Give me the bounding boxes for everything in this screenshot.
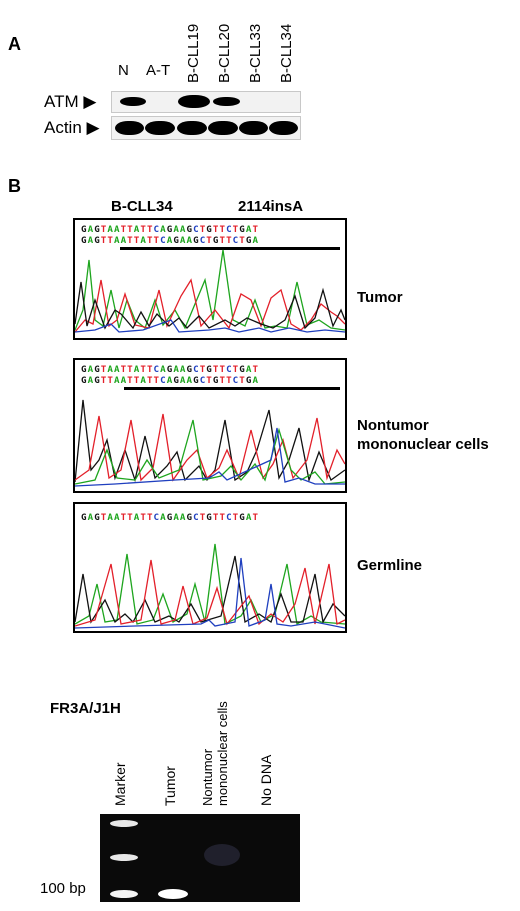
lane-label-n: N bbox=[118, 62, 129, 79]
agarose-gel bbox=[100, 814, 300, 902]
trace-label-nontumor-line-2: mononuclear cells bbox=[357, 436, 489, 453]
trace-label-germline: Germline bbox=[357, 557, 423, 574]
actin-band-b-cll20 bbox=[208, 121, 238, 135]
actin-band-b-cll33 bbox=[239, 121, 268, 135]
lane-label-b-cll19: B-CLL19 bbox=[185, 23, 202, 83]
lane-label-b-cll20: B-CLL20 bbox=[216, 23, 233, 83]
atm-row-label: ATM ▶ bbox=[44, 92, 97, 111]
sequence-line-1: GAGTAATTATTCAGAAGCTGTTCTGAT bbox=[81, 364, 260, 375]
case-label: B-CLL34 bbox=[111, 198, 173, 215]
lane-label-b-cll34: B-CLL34 bbox=[278, 23, 295, 83]
lane-label-a-t: A-T bbox=[146, 62, 171, 79]
gel-lane-label-no-dna: No DNA bbox=[258, 754, 274, 806]
trace-peaks bbox=[75, 543, 345, 629]
insertion-underline bbox=[124, 387, 340, 390]
insertion-underline bbox=[120, 247, 340, 250]
sequence-line-1: GAGTAATTATTCAGAAGCTGTTCTGAT bbox=[81, 224, 260, 235]
actin-band-a-t bbox=[145, 121, 175, 135]
sequence-line-2: GAGTTAATTATTCAGAAGCTGTTCTGA bbox=[81, 375, 260, 386]
mutation-label: 2114insA bbox=[238, 198, 304, 215]
marker-band-1 bbox=[110, 820, 138, 827]
panel-a-letter: A bbox=[8, 34, 21, 54]
chromatogram-nontumor: GAGTAATTATTCAGAAGCTGTTCTGAT GAGTTAATTATT… bbox=[73, 358, 347, 493]
atm-blot bbox=[111, 91, 301, 113]
trace-peaks bbox=[75, 249, 345, 333]
trace-label-nontumor: Nontumor mononuclear cells bbox=[357, 416, 489, 454]
marker-band-2 bbox=[110, 854, 138, 861]
nontumor-smear bbox=[204, 844, 240, 866]
atm-band-b-cll19 bbox=[178, 95, 210, 108]
marker-band-3 bbox=[110, 890, 138, 898]
actin-band-b-cll34 bbox=[269, 121, 298, 135]
tumor-band bbox=[158, 889, 188, 899]
trace-peaks bbox=[75, 399, 345, 487]
chromatogram-tumor: GAGTAATTATTCAGAAGCTGTTCTGAT GAGTTAATTATT… bbox=[73, 218, 347, 340]
trace-label-nontumor-line-1: Nontumor bbox=[357, 417, 429, 434]
size-label-100bp: 100 bp bbox=[40, 880, 86, 897]
atm-band-n bbox=[120, 97, 146, 106]
actin-row-label: Actin ▶ bbox=[44, 118, 100, 137]
atm-band-b-cll20 bbox=[213, 97, 240, 106]
sequence-line-2: GAGTTAATTATTCAGAAGCTGTTCTGA bbox=[81, 235, 260, 246]
gel-title: FR3A/J1H bbox=[50, 700, 121, 717]
gel-lane-label-tumor: Tumor bbox=[162, 766, 178, 806]
chromatogram-germline: GAGTAATTATTCAGAAGCTGTTCTGAT bbox=[73, 502, 347, 633]
trace-label-tumor: Tumor bbox=[357, 289, 403, 306]
sequence-line-1: GAGTAATTATTCAGAAGCTGTTCTGAT bbox=[81, 512, 260, 523]
panel-b-letter: B bbox=[8, 176, 21, 196]
actin-blot bbox=[111, 116, 301, 140]
gel-lane-label-nontumor-text: Nontumor mononuclear cells bbox=[200, 701, 230, 806]
actin-band-b-cll19 bbox=[177, 121, 207, 135]
lane-label-b-cll33: B-CLL33 bbox=[247, 23, 264, 83]
gel-lane-label-marker: Marker bbox=[112, 762, 128, 806]
actin-band-n bbox=[115, 121, 144, 135]
gel-lane-label-nontumor: Nontumor mononuclear cells bbox=[200, 701, 230, 806]
